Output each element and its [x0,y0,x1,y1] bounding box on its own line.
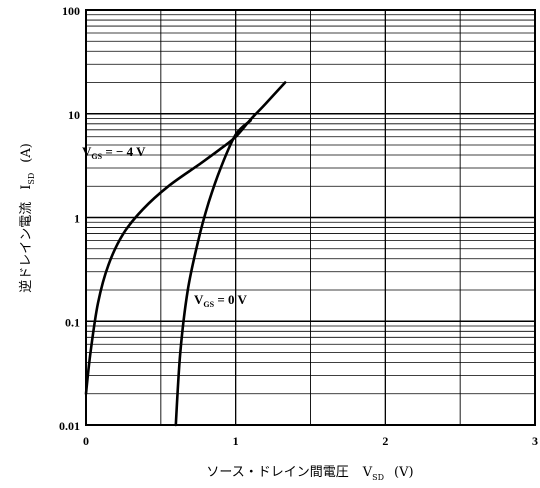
y-tick-label: 0.1 [65,315,80,329]
annotation-vgs-0: VGS = 0 V [194,292,247,309]
y-axis-label: 逆ドレイン電流ISD(A) [18,143,36,293]
x-tick-label: 0 [83,434,89,448]
series-line-vgs-minus4 [84,81,287,396]
y-tick-label: 10 [68,108,80,122]
grid [85,10,536,426]
x-tick-label: 2 [382,434,388,448]
tick-labels: 0 1 2 3 0.01 0.1 1 10 100 [59,4,538,448]
series-line-vgs-0 [174,119,252,427]
x-axis-label: ソース・ドレイン間電圧 VSD (V) [206,465,413,482]
series-group [84,81,287,427]
y-tick-label: 1 [74,212,80,226]
plot-frame [85,9,536,426]
x-tick-label: 3 [532,434,538,448]
y-tick-label: 0.01 [59,419,80,433]
annotation-vgs-minus4: VGS = − 4 V [82,144,146,161]
y-tick-label: 100 [62,4,80,18]
x-tick-label: 1 [233,434,239,448]
